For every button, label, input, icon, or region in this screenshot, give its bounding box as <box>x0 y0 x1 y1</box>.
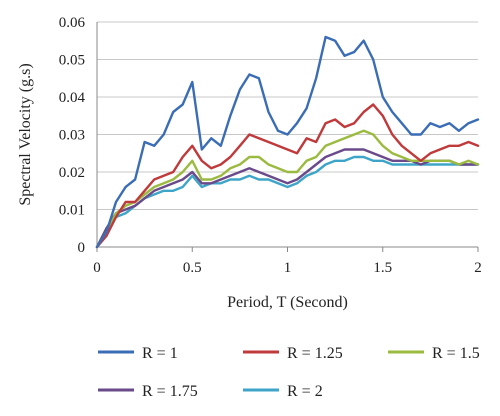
series-line-3 <box>95 148 480 249</box>
legend-label: R = 1.75 <box>142 383 198 400</box>
y-axis-title: Spectral Velocity (g.s) <box>17 63 34 205</box>
legend-label: R = 2 <box>287 383 323 400</box>
x-tick-label: 0 <box>93 260 101 276</box>
x-tick-label: 2 <box>474 260 482 276</box>
legend: R = 1 R = 1.25 R = 1.5 R = 1.75 R = 2 <box>98 345 480 400</box>
legend-label: R = 1.5 <box>432 345 480 362</box>
x-tick-label: 1 <box>284 260 292 276</box>
y-tick-label: 0.03 <box>59 128 85 144</box>
y-tick-label: 0 <box>78 240 86 256</box>
series-line-2 <box>95 129 480 249</box>
tick-labels: 0 0.01 0.02 0.03 0.04 0.05 0.06 0 0.5 1 1.5 2 <box>59 15 482 276</box>
y-tick-label: 0.01 <box>59 203 85 219</box>
y-tick-label: 0.06 <box>59 15 86 31</box>
y-tick-label: 0.04 <box>59 90 86 106</box>
x-axis-title: Period, T (Second) <box>227 294 348 311</box>
axes <box>96 22 479 252</box>
x-tick-label: 0.5 <box>183 260 202 276</box>
series-lines <box>95 35 480 249</box>
series-line-0 <box>95 35 480 249</box>
y-tick-label: 0.02 <box>59 165 85 181</box>
y-tick-label: 0.05 <box>59 53 85 69</box>
legend-label: R = 1.25 <box>287 345 343 362</box>
x-tick-label: 1.5 <box>373 260 392 276</box>
series-line-1 <box>95 103 480 249</box>
legend-label: R = 1 <box>142 345 178 362</box>
series-line-4 <box>95 155 480 249</box>
